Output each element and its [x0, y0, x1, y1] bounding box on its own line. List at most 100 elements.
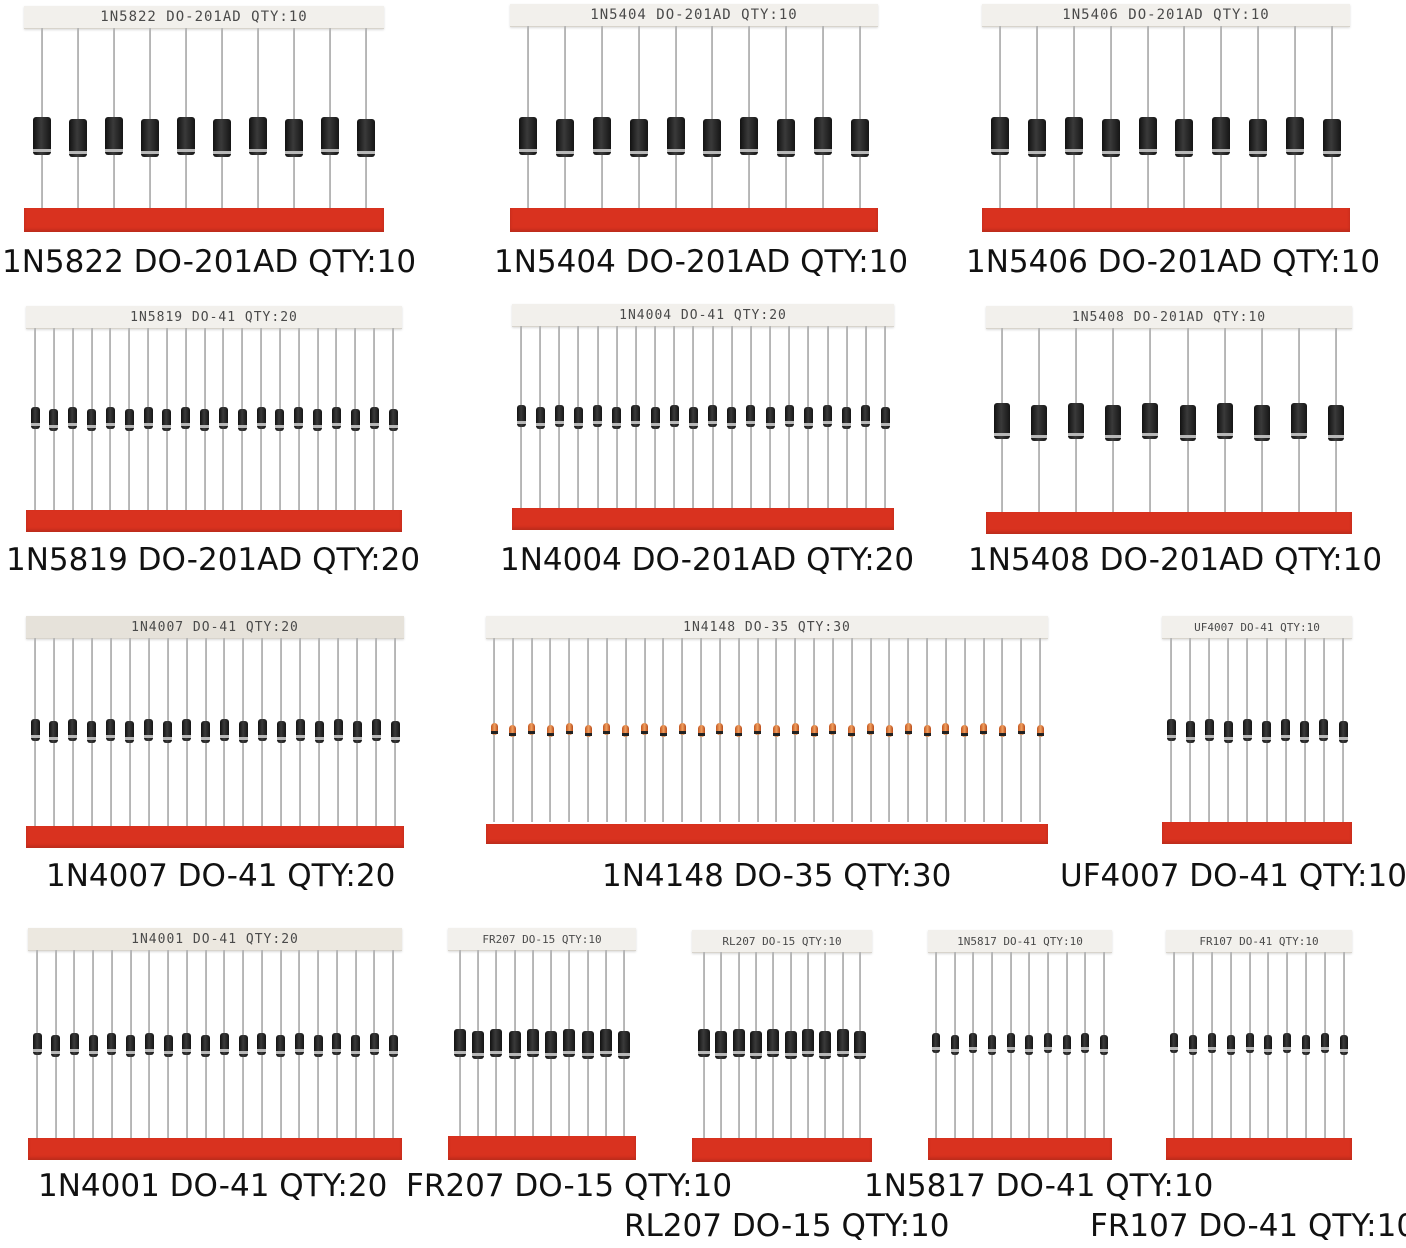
cathode-band	[1138, 149, 1157, 152]
cathode-band	[105, 149, 123, 152]
diode-lead	[1257, 26, 1260, 210]
diode	[631, 405, 641, 427]
cathode-band	[885, 733, 893, 736]
diode	[256, 407, 266, 429]
cathode-band	[998, 733, 1006, 736]
cathode-band	[1264, 1049, 1273, 1052]
red-tape-1n5408	[986, 512, 1352, 534]
cathode-band	[106, 735, 116, 738]
diode	[980, 723, 988, 735]
caption-1n4001: 1N4001 DO-41 QTY:20	[38, 1168, 388, 1204]
diode	[791, 723, 799, 735]
caption-1n5822: 1N5822 DO-201AD QTY:10	[2, 244, 417, 280]
cathode-band	[390, 737, 400, 740]
diode-lead	[711, 26, 714, 210]
cathode-band	[836, 1051, 849, 1054]
diode	[390, 721, 400, 743]
diode	[942, 723, 950, 735]
diode	[777, 119, 796, 157]
cathode-band	[545, 1053, 558, 1056]
diode	[1166, 719, 1176, 741]
diode	[1262, 721, 1272, 743]
tape-label-1n5819: 1N5819 DO-41 QTY:20	[26, 306, 402, 329]
cathode-band	[592, 149, 611, 152]
cathode-band	[357, 151, 375, 154]
diode-row-fr207	[448, 950, 636, 1138]
diode	[508, 1031, 521, 1059]
diode-row-rl207	[692, 952, 872, 1140]
cathode-band	[584, 733, 592, 736]
diode	[854, 1031, 866, 1059]
cathode-band	[904, 731, 912, 734]
caption-uf4007: UF4007 DO-41 QTY:10	[1060, 858, 1406, 894]
diode	[32, 1033, 42, 1055]
cathode-band	[867, 731, 875, 734]
diode	[1062, 1035, 1071, 1055]
diode	[321, 117, 339, 155]
strip-1n5404: 1N5404 DO-201AD QTY:10	[510, 4, 878, 232]
diode	[33, 117, 51, 155]
diode	[659, 725, 667, 737]
diode	[181, 407, 191, 429]
strip-1n4004: 1N4004 DO-41 QTY:20	[512, 304, 894, 530]
cathode-band	[182, 735, 192, 738]
tape-label-1n5822: 1N5822 DO-201AD QTY:10	[24, 6, 384, 29]
diode	[201, 721, 211, 743]
red-tape-1n5404	[510, 208, 878, 232]
cathode-band	[641, 731, 649, 734]
cathode-band	[177, 149, 195, 152]
red-tape-rl207	[692, 1138, 872, 1162]
diode	[454, 1029, 466, 1057]
diode	[969, 1033, 978, 1053]
cathode-band	[612, 423, 622, 426]
diode	[1031, 405, 1048, 441]
diode	[237, 409, 247, 431]
strip-fr207: FR207 DO-15 QTY:10	[448, 928, 636, 1160]
cathode-band	[105, 423, 115, 426]
diode	[276, 1035, 286, 1057]
cathode-band	[1025, 1049, 1034, 1052]
cathode-band	[1245, 1047, 1254, 1050]
cathode-band	[369, 1049, 379, 1052]
diode	[784, 405, 794, 427]
cathode-band	[68, 735, 78, 738]
diode	[961, 725, 969, 737]
diode	[554, 405, 564, 427]
diode	[350, 409, 360, 431]
caption-fr107: FR107 DO-41 QTY:10	[1090, 1208, 1406, 1244]
cathode-band	[526, 1051, 539, 1054]
cathode-band	[1323, 151, 1341, 154]
diode-row-1n4148[interactable]	[486, 638, 1048, 822]
cathode-band	[256, 423, 266, 426]
cathode-band	[516, 421, 526, 424]
diode	[1081, 1033, 1090, 1053]
cathode-band	[555, 151, 574, 154]
diode	[68, 407, 78, 429]
diode	[331, 407, 341, 429]
red-tape-fr207	[448, 1136, 636, 1160]
cathode-band	[88, 1051, 98, 1054]
diode	[1302, 1035, 1311, 1055]
cathode-band	[1188, 1049, 1197, 1052]
diode	[162, 409, 172, 431]
diode	[69, 1033, 79, 1055]
diode	[182, 1033, 192, 1055]
cathode-band	[969, 1047, 978, 1050]
cathode-band	[950, 1049, 959, 1052]
diode	[107, 1033, 117, 1055]
diode	[750, 1031, 762, 1059]
diode	[294, 407, 304, 429]
cathode-band	[32, 1049, 42, 1052]
cathode-band	[715, 1053, 728, 1056]
diode	[369, 407, 379, 429]
diode	[238, 1035, 248, 1057]
cathode-band	[581, 1053, 594, 1056]
strip-1n4007: 1N4007 DO-41 QTY:20	[26, 616, 404, 848]
diode	[257, 1033, 267, 1055]
diode-row-fr107	[1166, 952, 1352, 1138]
diode	[836, 1029, 849, 1057]
diode	[669, 405, 679, 427]
cathode-band	[143, 423, 153, 426]
diode	[332, 1033, 342, 1055]
diode	[923, 725, 931, 737]
